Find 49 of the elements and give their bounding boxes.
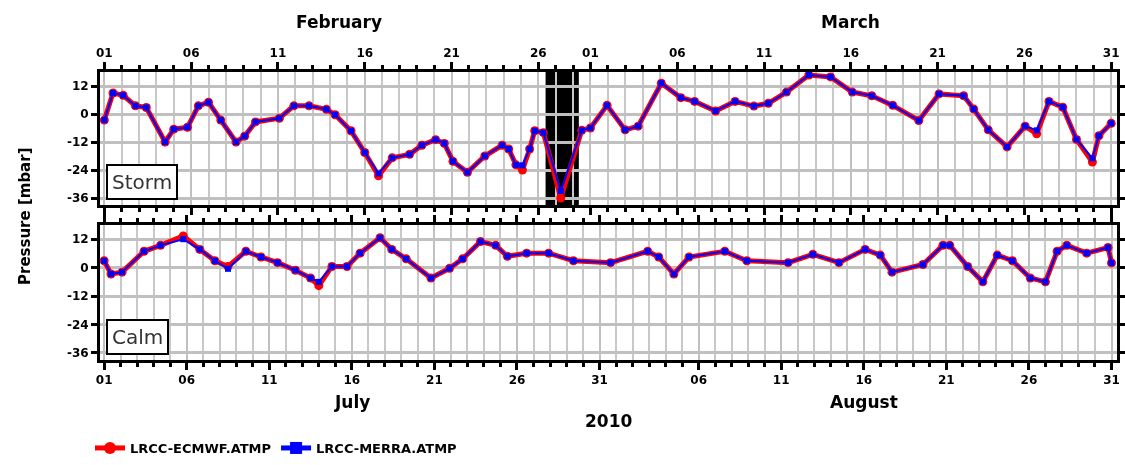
x-tick-label: 11 <box>269 46 287 61</box>
x-tick-label: 21 <box>929 46 946 61</box>
x-tick-label: 01 <box>95 373 113 388</box>
x-tick-label: 16 <box>842 46 860 61</box>
x-tick-label: 31 <box>1102 46 1120 61</box>
x-tick-label: 21 <box>443 46 460 61</box>
x-tick-label: 06 <box>690 373 707 388</box>
x-tick-label: 06 <box>668 46 686 61</box>
x-tick-label: 01 <box>582 46 599 61</box>
text: July <box>334 392 371 412</box>
x-tick-label: 21 <box>938 373 955 388</box>
x-axis-title: 2010 <box>585 411 633 431</box>
x-tick-label: 16 <box>343 373 361 388</box>
y-tick-label: 12 <box>71 232 89 247</box>
y-tick-label: -12 <box>66 289 89 304</box>
y-tick-label: -36 <box>66 191 89 206</box>
y-tick-label: 12 <box>71 79 89 94</box>
y-tick-label: -12 <box>66 135 89 150</box>
x-tick-label: 26 <box>508 373 526 388</box>
x-tick-label: 26 <box>529 46 547 61</box>
point <box>224 265 231 272</box>
x-tick-label: 06 <box>178 373 196 388</box>
x-tick-label: 11 <box>755 46 773 61</box>
text: August <box>830 392 898 412</box>
y-axis-title: Pressure [mbar] <box>16 147 34 285</box>
x-tick-label: 06 <box>182 46 200 61</box>
point <box>180 236 187 243</box>
text: Storm <box>112 170 173 194</box>
y-tick-label: -24 <box>66 163 89 178</box>
point <box>315 278 322 285</box>
y-tick-label: -36 <box>66 346 89 361</box>
x-tick-label: 31 <box>1103 373 1120 388</box>
y-tick-label: -24 <box>66 317 89 332</box>
text: Calm <box>112 325 164 349</box>
x-tick-label: 16 <box>855 373 873 388</box>
y-tick-label: 0 <box>80 260 89 275</box>
legend-label: LRCC-ECMWF.ATMP <box>130 441 272 457</box>
x-tick-label: 16 <box>356 46 374 61</box>
x-tick-label: 11 <box>260 373 278 388</box>
x-tick-label: 26 <box>1016 46 1033 61</box>
x-tick-label: 26 <box>1020 373 1038 388</box>
x-tick-label: 01 <box>95 46 113 61</box>
legend-label: LRCC-MERRA.ATMP <box>316 441 457 457</box>
text: February <box>296 12 383 32</box>
x-tick-label: 11 <box>772 373 790 388</box>
y-tick-label: 0 <box>80 107 89 122</box>
x-tick-label: 21 <box>426 373 443 388</box>
x-tick-label: 31 <box>591 373 608 388</box>
text: March <box>821 12 880 32</box>
